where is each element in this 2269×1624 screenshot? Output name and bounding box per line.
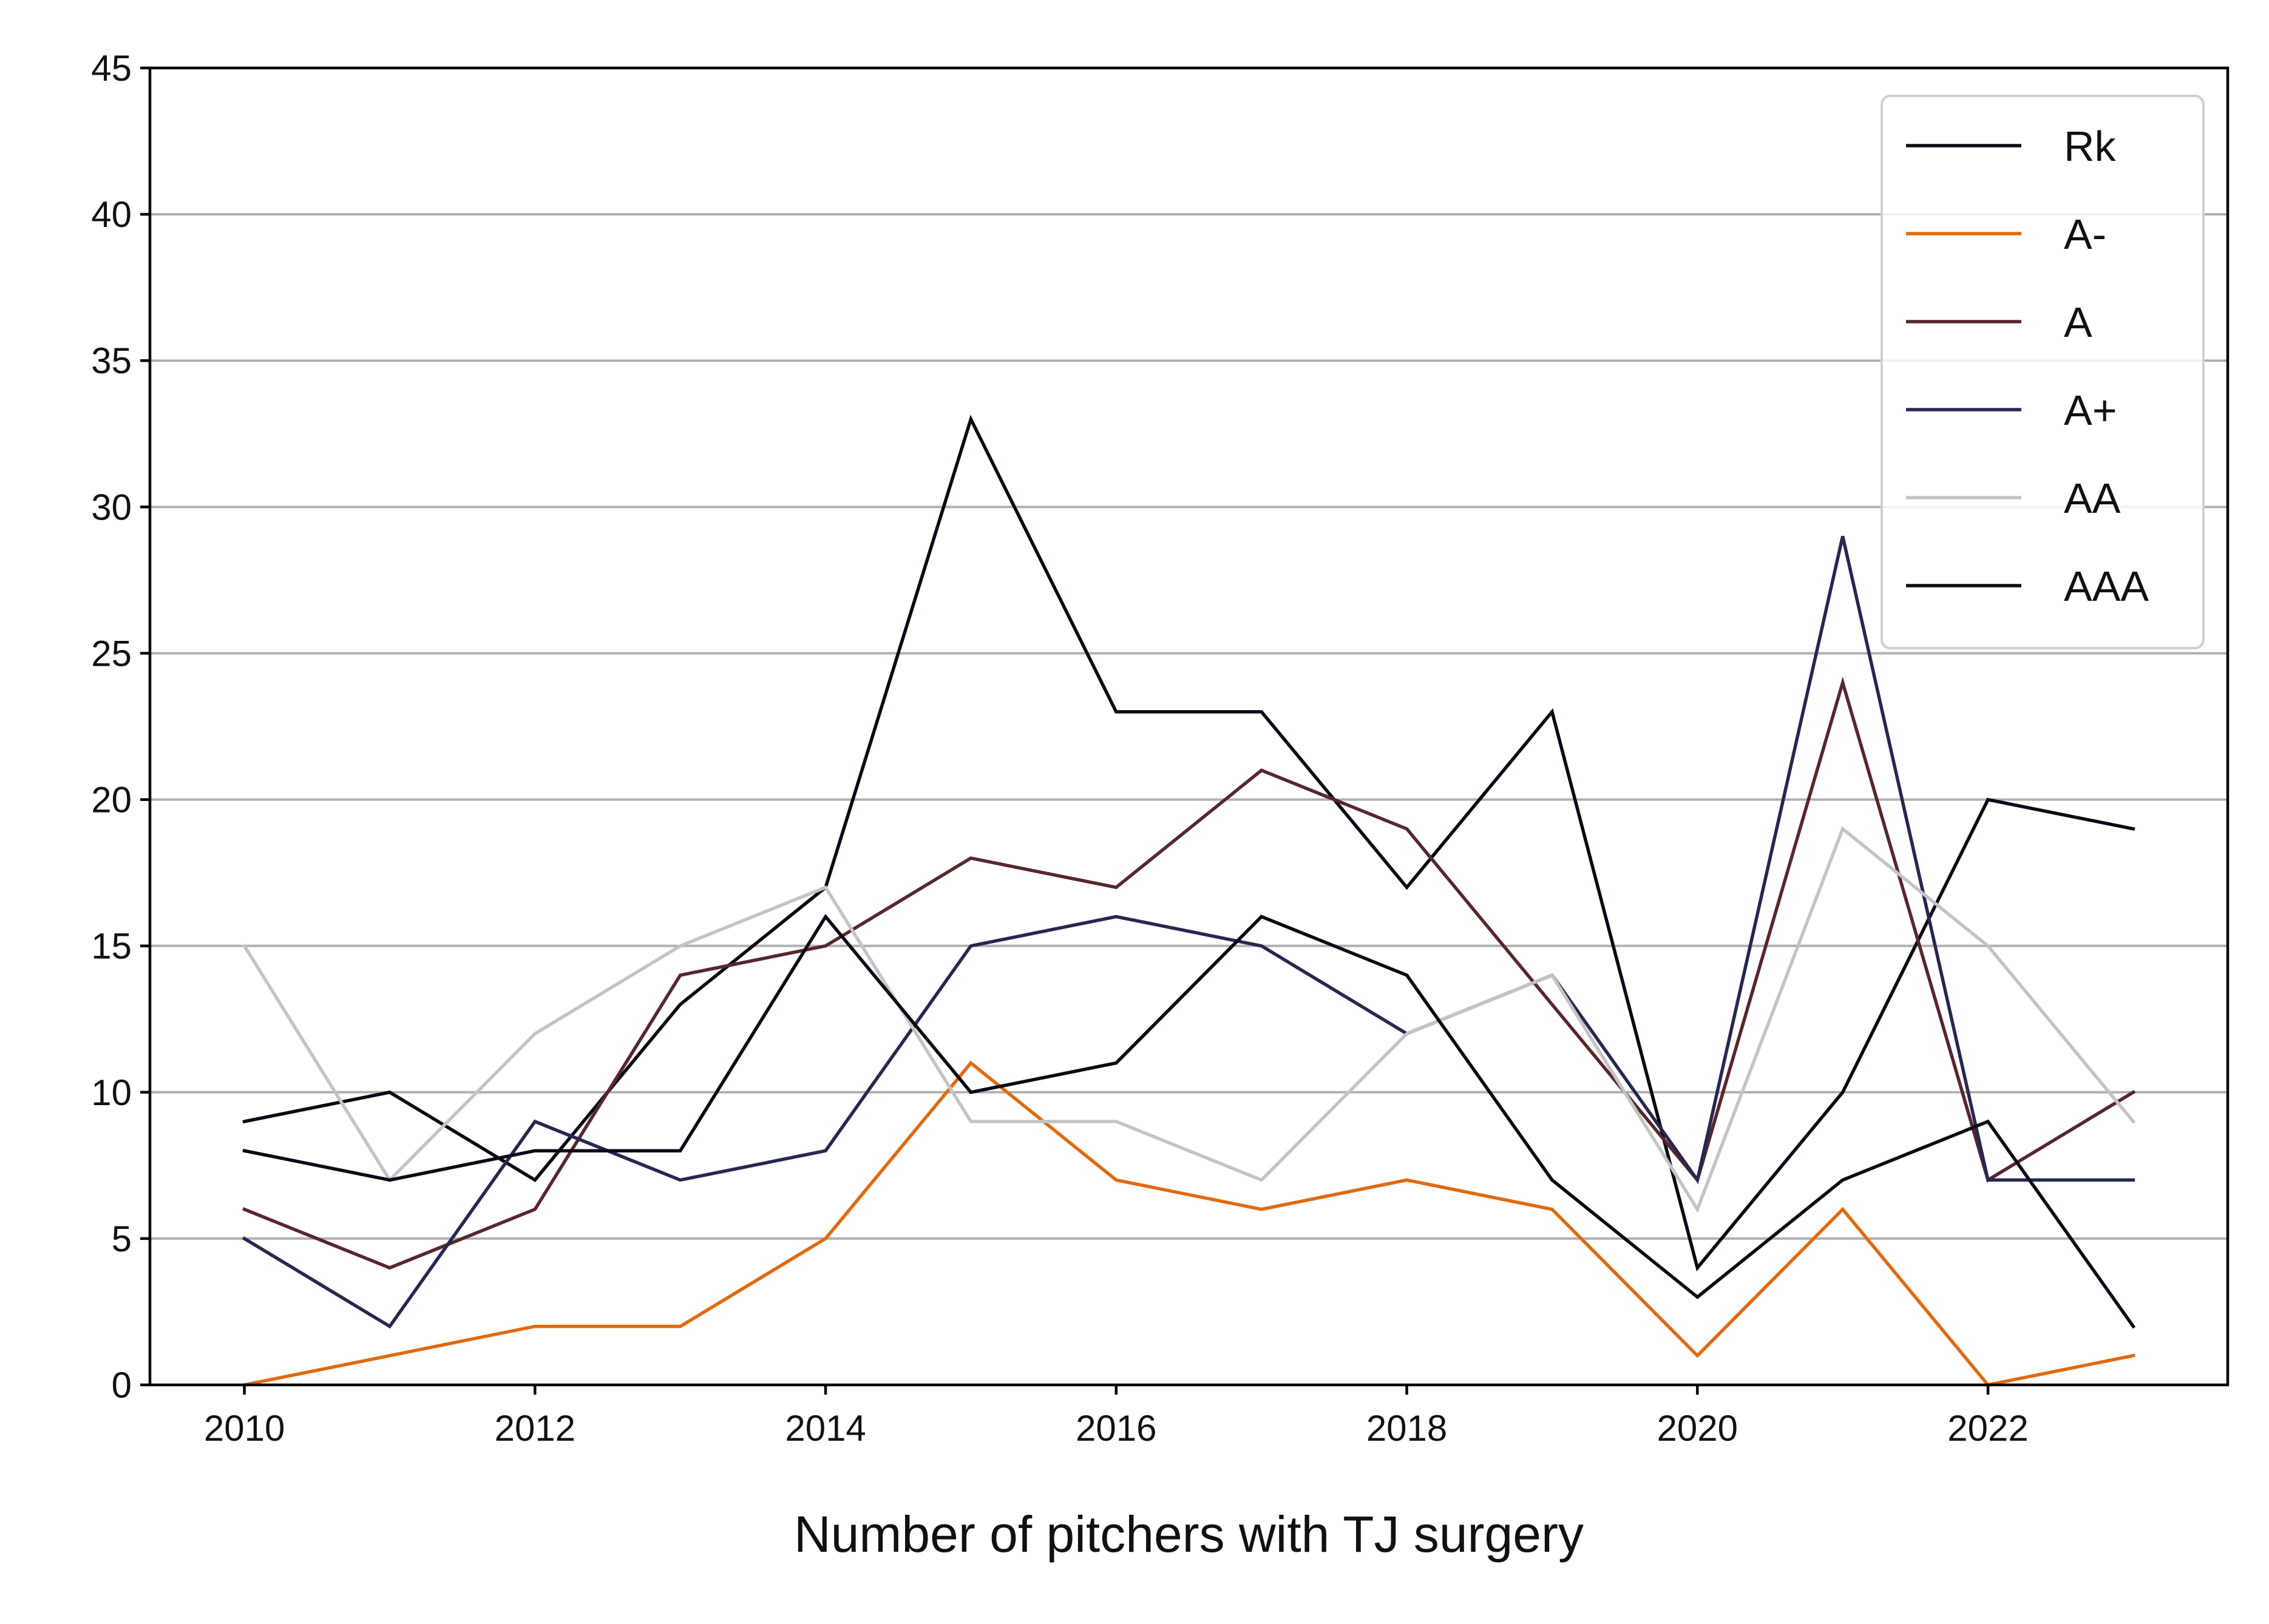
y-tick-label-40: 40 — [91, 194, 132, 235]
series-line-aaa — [242, 913, 2136, 1329]
y-tick-label-35: 35 — [91, 340, 132, 381]
y-axis-ticks: 0 5 10 15 20 25 30 35 40 45 — [91, 48, 150, 1406]
x-axis-ticks: 2010 2012 2014 2016 2018 2020 2022 — [204, 1385, 2029, 1449]
legend-label-a: A — [2064, 299, 2092, 346]
x-tick-label-2012: 2012 — [495, 1408, 575, 1449]
series-line-aa — [242, 826, 2136, 1213]
series-line-a — [242, 676, 2136, 1270]
legend-label-aminus: A- — [2064, 211, 2106, 258]
y-tick-label-20: 20 — [91, 780, 132, 820]
y-tick-label-45: 45 — [91, 48, 132, 89]
x-tick-label-2018: 2018 — [1366, 1408, 1447, 1449]
y-tick-label-0: 0 — [112, 1365, 132, 1406]
x-tick-label-2020: 2020 — [1657, 1408, 1738, 1449]
y-tick-label-15: 15 — [91, 926, 132, 967]
legend-label-aa: AA — [2064, 475, 2121, 522]
series-line-aplus — [242, 535, 2135, 1329]
y-tick-label-30: 30 — [91, 487, 132, 527]
y-tick-label-5: 5 — [112, 1219, 132, 1259]
x-tick-label-2014: 2014 — [785, 1408, 866, 1449]
legend-label-aplus: A+ — [2064, 387, 2117, 434]
series-line-aminus — [242, 1060, 2135, 1387]
plot-frame — [148, 66, 2230, 1387]
y-tick-label-25: 25 — [91, 633, 132, 674]
x-tick-label-2016: 2016 — [1076, 1408, 1156, 1449]
legend-label-rk: Rk — [2064, 123, 2117, 170]
series-lines — [242, 414, 2136, 1387]
legend-box — [1881, 95, 2205, 649]
x-tick-label-2022: 2022 — [1947, 1408, 2028, 1449]
legend-label-aaa: AAA — [2064, 563, 2149, 610]
x-tick-label-2010: 2010 — [204, 1408, 285, 1449]
y-tick-label-10: 10 — [91, 1072, 132, 1113]
x-axis-title: Number of pitchers with TJ surgery — [794, 1506, 1584, 1563]
